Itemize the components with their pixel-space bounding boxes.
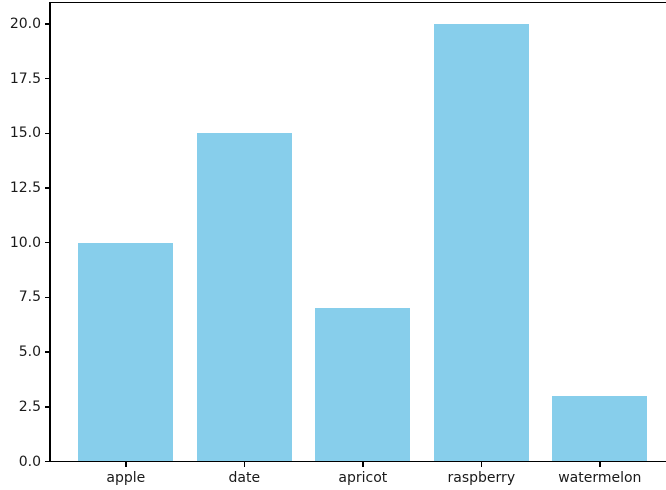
bar-watermelon: [552, 395, 648, 462]
y-tick-label: 0.0: [18, 453, 41, 470]
x-tick-label: raspberry: [447, 470, 516, 486]
y-tick-mark: [44, 406, 49, 408]
y-tick-mark: [44, 296, 49, 299]
x-tick-label: watermelon: [558, 470, 642, 486]
x-tick-mark: [599, 462, 601, 467]
x-tick-mark: [125, 462, 127, 467]
y-tick-label: 17.5: [9, 70, 41, 87]
x-tick-mark: [243, 462, 246, 467]
y-tick-label: 12.5: [9, 179, 41, 196]
bar-date: [196, 133, 292, 462]
y-tick-label: 5.0: [18, 344, 41, 361]
bar-raspberry: [433, 23, 529, 462]
y-tick-mark: [44, 241, 49, 244]
y-tick-label: 20.0: [9, 15, 41, 32]
top-spine: [49, 1, 666, 3]
x-tick-mark: [480, 462, 483, 467]
y-tick-mark: [44, 23, 49, 25]
x-tick-label: date: [228, 470, 261, 486]
x-tick-label: apple: [106, 470, 146, 486]
x-tick-label: apricot: [338, 470, 388, 486]
bar-apple: [78, 242, 174, 462]
bar-apricot: [315, 308, 411, 462]
y-axis: [49, 1, 51, 462]
y-tick-label: 2.5: [18, 398, 41, 415]
y-tick-mark: [44, 460, 49, 463]
y-tick-mark: [44, 77, 49, 80]
y-tick-mark: [44, 132, 49, 135]
x-tick-mark: [362, 462, 364, 467]
y-tick-label: 7.5: [18, 289, 41, 306]
y-tick-label: 10.0: [9, 234, 41, 251]
y-tick-mark: [44, 187, 49, 189]
y-tick-label: 15.0: [9, 125, 41, 142]
y-tick-mark: [44, 351, 49, 353]
